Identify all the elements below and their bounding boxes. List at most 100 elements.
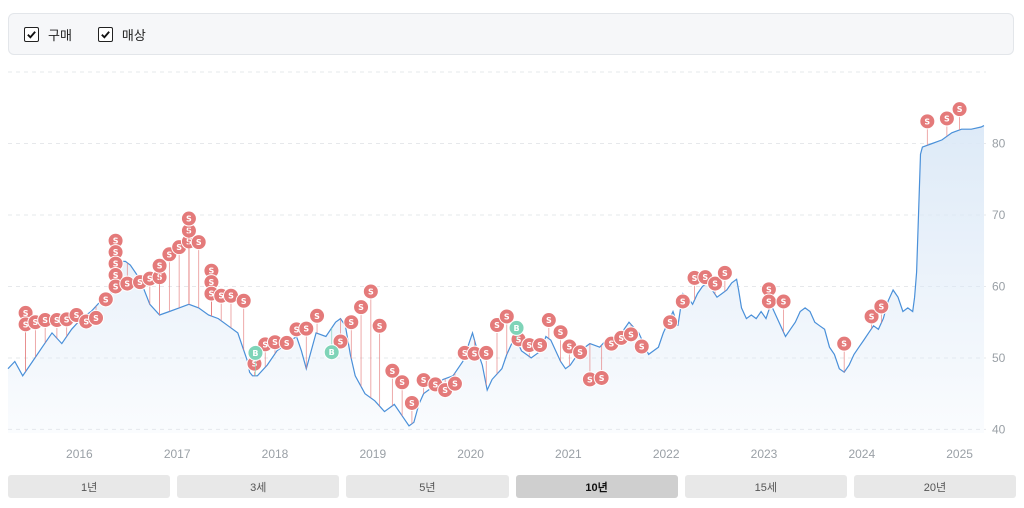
sell-marker-label: S — [692, 274, 698, 283]
legend-label-buy: 구매 — [48, 27, 72, 43]
sell-marker-label: S — [241, 297, 247, 306]
sell-marker — [384, 362, 401, 379]
x-tick-label: 2016 — [66, 447, 93, 461]
sell-marker-label: S — [196, 238, 202, 247]
sell-marker — [716, 264, 733, 281]
y-tick-label: 40 — [992, 422, 1006, 436]
x-tick-label: 2023 — [751, 447, 778, 461]
sell-marker-label: S — [712, 280, 718, 289]
sell-marker-label: S — [93, 314, 99, 323]
sell-marker-label: S — [23, 320, 29, 329]
sell-marker-label: S — [433, 380, 439, 389]
sell-marker-label: S — [358, 303, 364, 312]
range-button-10y[interactable]: 10년 — [515, 475, 678, 498]
sell-marker — [775, 293, 792, 310]
sell-marker — [190, 234, 207, 251]
range-button-3y[interactable]: 3세 — [177, 475, 340, 498]
sell-marker — [540, 312, 557, 329]
sell-marker — [371, 317, 388, 334]
range-button-15y[interactable]: 15세 — [684, 475, 847, 498]
sell-marker-label: S — [157, 262, 163, 271]
price-area — [8, 125, 985, 433]
sell-marker-label: S — [338, 337, 344, 346]
sell-marker — [572, 344, 589, 361]
sell-marker-label: S — [841, 340, 847, 349]
legend-item-sell[interactable]: 매상 — [97, 25, 146, 44]
sell-marker-label: S — [516, 335, 522, 344]
sell-marker-label: S — [421, 376, 427, 385]
sell-marker — [873, 298, 890, 315]
sell-marker-label: S — [113, 248, 119, 257]
sell-marker-label: S — [924, 117, 930, 126]
sell-marker — [394, 374, 411, 391]
range-selector: 1년 3세 5년 10년 15세 20년 — [8, 475, 1017, 498]
sell-marker-label: S — [609, 340, 615, 349]
sell-marker — [662, 314, 679, 331]
sell-marker-label: S — [294, 325, 300, 334]
sell-marker-label: S — [389, 367, 395, 376]
sell-marker-label: S — [314, 312, 320, 321]
y-tick-label: 80 — [992, 136, 1006, 150]
sell-marker — [298, 320, 315, 337]
sell-marker-label: S — [577, 348, 583, 357]
sell-marker-label: S — [944, 114, 950, 123]
sell-marker-label: S — [399, 378, 405, 387]
sell-marker-label: S — [766, 297, 772, 306]
sell-marker-label: S — [209, 290, 215, 299]
sell-marker — [478, 344, 495, 361]
sell-marker — [863, 308, 880, 325]
sell-marker-label: S — [483, 349, 489, 358]
sell-marker-label: S — [628, 330, 634, 339]
sell-marker-label: S — [546, 316, 552, 325]
sell-marker-label: S — [113, 260, 119, 269]
sell-marker-label: S — [722, 269, 728, 278]
checkmark-icon — [101, 30, 110, 39]
range-button-20y[interactable]: 20년 — [853, 475, 1017, 498]
sell-marker-label: S — [113, 271, 119, 280]
sell-marker — [919, 113, 936, 130]
x-tick-label: 2025 — [946, 447, 973, 461]
sell-checkbox[interactable] — [97, 26, 113, 42]
sell-marker-label: S — [74, 311, 80, 320]
sell-marker-label: S — [103, 295, 109, 304]
sell-marker — [836, 335, 853, 352]
sell-marker-label: S — [23, 309, 29, 318]
sell-marker-label: S — [252, 360, 258, 369]
sell-marker — [151, 257, 168, 274]
sell-marker-label: S — [566, 343, 572, 352]
sell-marker-label: S — [558, 328, 564, 337]
sell-marker-label: S — [54, 316, 60, 325]
sell-marker-label: S — [348, 318, 354, 327]
sell-marker-label: S — [166, 250, 172, 259]
legend-panel: 구매 매상 — [8, 13, 1014, 55]
sell-marker-label: S — [124, 280, 130, 289]
price-chart: 40 50 60 70 80 2016 2017 2018 2019 2020 2021 2022 20… — [7, 71, 1006, 461]
x-tick-label: 2020 — [457, 447, 484, 461]
buy-marker-label: B — [252, 349, 258, 358]
sell-marker — [951, 101, 968, 118]
legend-item-buy[interactable]: 구매 — [24, 25, 72, 44]
sell-marker-label: S — [639, 343, 645, 352]
sell-marker-label: S — [137, 278, 143, 287]
sell-marker-label: S — [147, 275, 153, 284]
sell-marker — [593, 369, 610, 386]
sell-marker — [309, 307, 326, 324]
sell-marker — [532, 337, 549, 354]
sell-marker-label: S — [442, 386, 448, 395]
sell-marker-label: S — [113, 282, 119, 291]
y-tick-label: 50 — [992, 351, 1006, 365]
range-button-1y[interactable]: 1년 — [8, 475, 171, 498]
buy-marker — [323, 344, 340, 361]
sell-marker-label: S — [42, 316, 48, 325]
sell-marker-label: S — [526, 341, 532, 350]
sell-marker-label: S — [504, 312, 510, 321]
y-tick-label: 60 — [992, 279, 1006, 293]
sell-marker — [498, 308, 515, 325]
sell-marker-label: S — [781, 297, 787, 306]
y-tick-label: 70 — [992, 208, 1006, 222]
range-button-5y[interactable]: 5년 — [346, 475, 509, 498]
sell-marker-label: S — [368, 287, 374, 296]
buy-checkbox[interactable] — [24, 26, 39, 42]
sell-marker-label: S — [680, 297, 686, 306]
sell-marker-label: S — [176, 243, 182, 252]
